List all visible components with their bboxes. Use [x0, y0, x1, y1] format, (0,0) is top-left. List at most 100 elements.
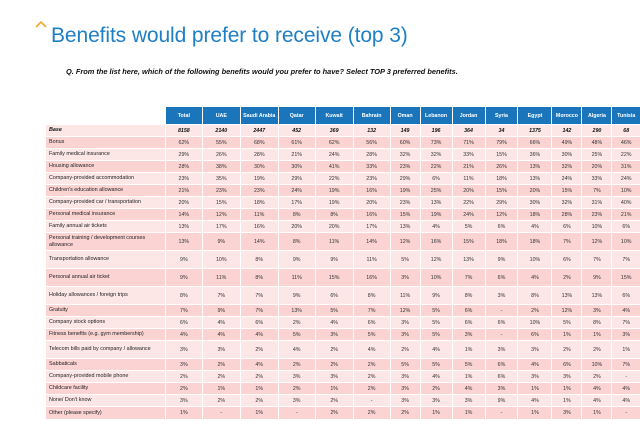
row-label: Holiday allowances / foreign trips — [45, 286, 166, 305]
cell-value: 26% — [201, 148, 241, 161]
column-header-lebanon: Lebanon — [419, 107, 453, 125]
column-header-algeria: Algeria — [581, 107, 612, 125]
cell-value: 4% — [314, 316, 354, 329]
cell-value: 3% — [164, 394, 203, 407]
cell-value: 2% — [239, 370, 279, 383]
cell-value: 2% — [277, 358, 316, 371]
cell-value: 28% — [239, 148, 279, 161]
cell-value: 55% — [201, 136, 241, 149]
cell-value: 2% — [314, 340, 354, 359]
row-label: Sabbaticals — [45, 358, 166, 371]
cell-value: 3% — [389, 268, 421, 287]
cell-value: 8158 — [164, 124, 203, 137]
cell-value: 2% — [314, 394, 354, 407]
cell-value: 2% — [314, 358, 354, 371]
cell-value: 9% — [484, 394, 518, 407]
cell-value: 8% — [239, 250, 279, 269]
cell-value: 2% — [352, 406, 391, 419]
cell-value: 2% — [551, 268, 582, 287]
cell-value: 9% — [419, 286, 453, 305]
cell-value: 4% — [581, 394, 612, 407]
cell-value: 6% — [484, 370, 518, 383]
table-body: Base 8158 2140 2447 452 369 132 149 196 364 34 1375… — [45, 124, 640, 419]
table-row: Bonus 62% 55% 68% 61% 62% 56% 60% 73% 71% 79% 66% 49… — [45, 136, 640, 149]
cell-value: 25% — [419, 184, 453, 197]
cell-value: 23% — [389, 160, 421, 173]
row-label: Personal medical insurance — [45, 208, 166, 221]
cell-value: 6% — [484, 358, 518, 371]
cell-value: 23% — [389, 196, 421, 209]
cell-value: 6% — [314, 286, 354, 305]
cell-value: 22% — [314, 172, 354, 185]
cell-value: 3% — [484, 286, 518, 305]
cell-value: - — [484, 328, 518, 341]
cell-value: 19% — [314, 184, 354, 197]
cell-value: 9% — [201, 232, 241, 251]
table-row: Sabbaticals 3% 2% 4% 2% 2% 2% 5% 5% 5% 6% 4% 6% 10% 7% — [45, 358, 640, 371]
cell-value: 10% — [611, 232, 640, 251]
cell-value: 2% — [201, 370, 241, 383]
cell-value: 11% — [352, 250, 391, 269]
cell-value: 12% — [419, 250, 453, 269]
cell-value: 4% — [611, 304, 640, 317]
cell-value: 10% — [517, 316, 552, 329]
cell-value: 6% — [551, 250, 582, 269]
row-label: Family annual air tickets — [45, 220, 166, 233]
cell-value: 7% — [239, 286, 279, 305]
cell-value: - — [352, 394, 391, 407]
cell-value: 19% — [314, 196, 354, 209]
cell-value: 20% — [314, 220, 354, 233]
cell-value: 3% — [551, 370, 582, 383]
cell-value: 7% — [581, 250, 612, 269]
cell-value: 6% — [239, 316, 279, 329]
cell-value: 13% — [164, 232, 203, 251]
cell-value: 2% — [581, 370, 612, 383]
cell-value: 12% — [484, 208, 518, 221]
table-row: Company-provided car / transportation 20%… — [45, 196, 640, 209]
cell-value: - — [611, 406, 640, 419]
column-header-jordan: Jordan — [451, 107, 486, 125]
cell-value: 19% — [389, 184, 421, 197]
cell-value: 5% — [419, 358, 453, 371]
cell-value: 3% — [389, 328, 421, 341]
table-row: Company-provided accommodation 23% 35% 19% 2… — [45, 172, 640, 185]
cell-value: 4% — [611, 382, 640, 395]
row-label: Children's education allowance — [45, 184, 166, 197]
cell-value: 3% — [389, 316, 421, 329]
cell-value: 9% — [277, 286, 316, 305]
cell-value: 22% — [611, 148, 640, 161]
cell-value: 6% — [451, 304, 486, 317]
cell-value: 32% — [551, 160, 582, 173]
cell-value: 31% — [581, 196, 612, 209]
cell-value: 1% — [451, 340, 486, 359]
cell-value: 4% — [419, 340, 453, 359]
cell-value: 8% — [451, 286, 486, 305]
cell-value: 30% — [551, 148, 582, 161]
cell-value: 6% — [611, 220, 640, 233]
cell-value: 3% — [517, 370, 552, 383]
cell-value: 4% — [611, 394, 640, 407]
row-label: Family medical insurance — [45, 148, 166, 161]
cell-value: 2% — [517, 304, 552, 317]
cell-value: 1375 — [517, 124, 552, 137]
cell-value: 9% — [484, 250, 518, 269]
cell-value: 61% — [277, 136, 316, 149]
cell-value: 23% — [239, 184, 279, 197]
cell-value: 32% — [419, 148, 453, 161]
cell-value: 3% — [581, 304, 612, 317]
cell-value: 5% — [352, 328, 391, 341]
base-row: Base 8158 2140 2447 452 369 132 149 196 364 34 1375… — [45, 124, 640, 137]
cell-value: 7% — [611, 316, 640, 329]
cell-value: 3% — [517, 340, 552, 359]
cell-value: 15% — [451, 232, 486, 251]
cell-value: - — [484, 406, 518, 419]
cell-value: 6% — [551, 220, 582, 233]
cell-value: 7% — [611, 250, 640, 269]
cell-value: 8% — [277, 232, 316, 251]
cell-value: 30% — [517, 196, 552, 209]
cell-value: 24% — [611, 172, 640, 185]
table-row: Personal medical insurance 14% 12% 11% 8% 8% 1… — [45, 208, 640, 221]
column-header-morocco: Morocco — [551, 107, 582, 125]
cell-value: 33% — [352, 160, 391, 173]
cell-value: 6% — [484, 220, 518, 233]
